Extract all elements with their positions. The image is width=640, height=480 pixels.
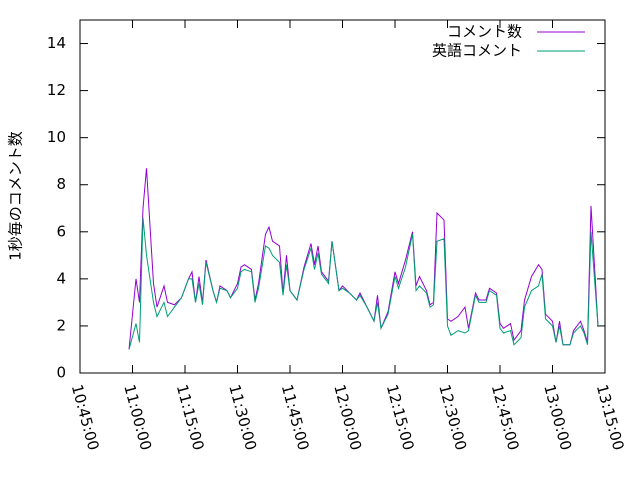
y-axis-label: 1秒毎のコメント数: [7, 131, 25, 261]
y-tick-label: 8: [56, 175, 66, 193]
data-line: [128, 217, 599, 350]
y-tick-label: 12: [47, 81, 66, 99]
y-tick-label: 0: [56, 364, 66, 382]
y-tick-label: 4: [56, 269, 66, 287]
plot-frame: [79, 19, 606, 374]
y-tick-label: 10: [47, 128, 66, 146]
legend-label: コメント数: [447, 23, 522, 41]
legend-label: 英語コメント: [432, 42, 522, 60]
y-tick-label: 6: [56, 222, 66, 240]
y-tick-label: 14: [47, 34, 66, 52]
y-tick-label: 2: [56, 316, 66, 334]
